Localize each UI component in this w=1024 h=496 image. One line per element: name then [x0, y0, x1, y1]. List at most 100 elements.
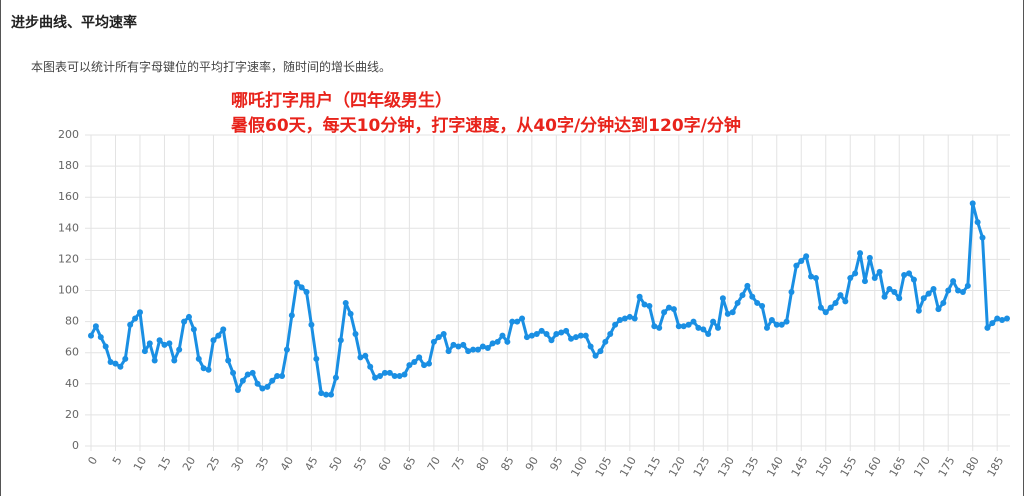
data-point [935, 306, 942, 313]
x-tick-label: 90 [523, 455, 541, 474]
data-point [675, 323, 682, 330]
data-point [572, 334, 579, 341]
data-point [994, 315, 1001, 322]
x-tick-label: 5 [110, 455, 125, 468]
data-point [773, 321, 780, 328]
data-point [122, 355, 129, 362]
data-point [181, 318, 188, 325]
data-point [533, 331, 540, 338]
data-point [768, 317, 775, 324]
x-tick-label: 15 [155, 455, 173, 474]
data-point [416, 354, 423, 361]
data-point [754, 299, 761, 306]
data-point [812, 275, 819, 282]
data-point [685, 321, 692, 328]
data-point [710, 318, 717, 325]
data-point [494, 338, 501, 345]
data-point [259, 385, 266, 392]
x-tick-label: 145 [789, 455, 811, 480]
data-point [161, 341, 168, 348]
x-tick-label: 85 [498, 455, 516, 474]
x-tick-label: 45 [302, 455, 320, 474]
data-point [700, 326, 707, 333]
data-point [817, 304, 824, 311]
data-point [357, 354, 364, 361]
data-point [959, 289, 966, 296]
data-point [798, 257, 805, 264]
data-point [352, 331, 359, 338]
data-point [763, 324, 770, 331]
data-point [847, 275, 854, 282]
x-tick-label: 55 [351, 455, 369, 474]
data-point [377, 373, 384, 380]
data-point [739, 292, 746, 299]
data-point [283, 346, 290, 353]
data-point [955, 287, 962, 294]
data-point [871, 275, 878, 282]
data-point [230, 369, 237, 376]
data-point [612, 321, 619, 328]
data-point [808, 273, 815, 280]
x-tick-label: 110 [617, 455, 639, 480]
data-point [783, 318, 790, 325]
data-point [279, 373, 286, 380]
x-tick-label: 10 [131, 455, 149, 474]
data-point [548, 337, 555, 344]
data-point [861, 278, 868, 285]
data-point [582, 332, 589, 339]
data-point [543, 331, 550, 338]
data-point [666, 304, 673, 311]
data-point [930, 285, 937, 292]
data-point [969, 200, 976, 207]
annotation: 哪吒打字用户（四年级男生） [231, 90, 452, 111]
data-point [367, 363, 374, 370]
description: 本图表可以统计所有字母键位的平均打字速率，随时间的增长曲线。 [31, 60, 392, 74]
data-point [107, 359, 114, 366]
x-tick-label: 140 [764, 455, 786, 480]
data-point [425, 360, 432, 367]
data-point [504, 338, 511, 345]
data-point [347, 310, 354, 317]
data-point [759, 303, 766, 310]
x-tick-label: 30 [229, 455, 247, 474]
y-tick-label: 160 [58, 190, 79, 203]
data-point [832, 299, 839, 306]
x-tick-label: 60 [376, 455, 394, 474]
data-point [474, 346, 481, 353]
data-point [950, 278, 957, 285]
data-point [910, 276, 917, 283]
data-point [293, 279, 300, 286]
data-point [915, 307, 922, 314]
data-point [940, 299, 947, 306]
annotation: 暑假60天，每天10分钟，打字速度，从40字/分钟达到120字/分钟 [231, 115, 741, 136]
data-point [195, 355, 202, 362]
data-point [323, 391, 330, 398]
data-point [803, 253, 810, 260]
data-point [225, 357, 232, 364]
data-point [925, 290, 932, 297]
data-point [886, 285, 893, 292]
x-tick-label: 0 [85, 455, 100, 468]
data-point [269, 377, 276, 384]
data-point [264, 383, 271, 390]
data-point [528, 332, 535, 339]
x-tick-label: 75 [449, 455, 467, 474]
x-tick-label: 185 [985, 455, 1007, 480]
data-point [239, 377, 246, 384]
y-tick-label: 20 [65, 408, 79, 421]
data-point [435, 334, 442, 341]
data-point [450, 341, 457, 348]
x-tick-label: 20 [180, 455, 198, 474]
data-point [641, 301, 648, 308]
data-point [989, 320, 996, 327]
data-point [381, 369, 388, 376]
x-tick-label: 180 [960, 455, 982, 480]
data-point [563, 327, 570, 334]
data-point [558, 329, 565, 336]
data-point [401, 371, 408, 378]
x-tick-label: 170 [911, 455, 933, 480]
data-point [479, 343, 486, 350]
x-tick-label: 115 [642, 455, 664, 480]
data-point [396, 373, 403, 380]
data-point [1004, 315, 1010, 322]
